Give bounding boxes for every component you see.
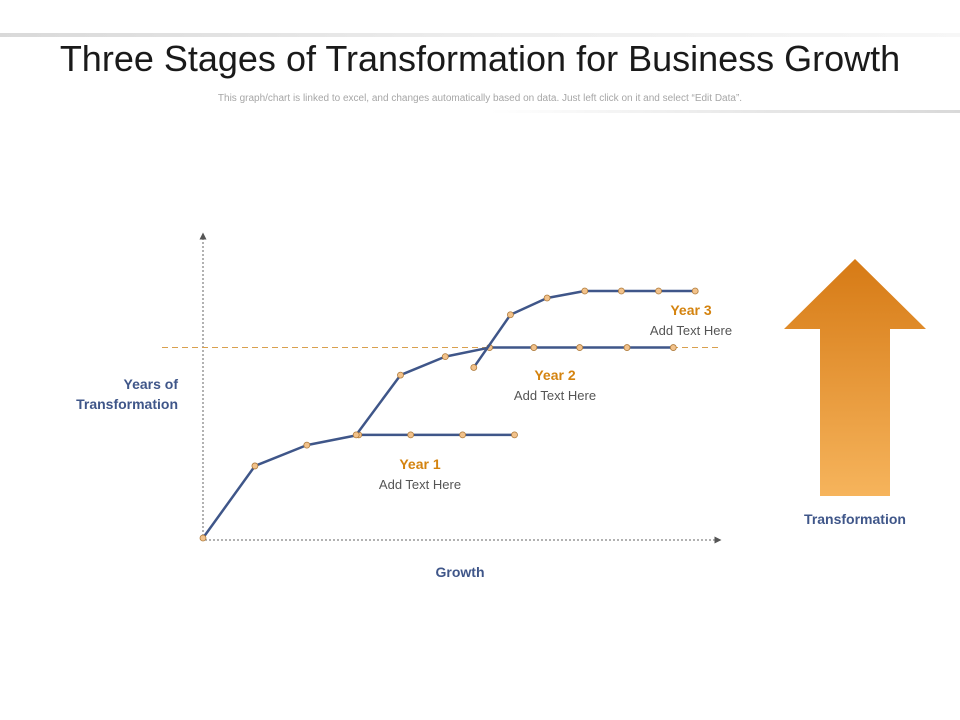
data-point [669,344,677,351]
data-point [407,431,415,439]
series-line-2 [355,346,674,436]
data-point [397,371,404,379]
data-point [441,353,449,361]
data-point [617,287,625,295]
series-label-text: Add Text Here [650,323,732,338]
page-title: Three Stages of Transformation for Busin… [59,38,901,79]
y-axis-label-line-2: Transformation [76,396,178,412]
data-point [507,311,514,319]
subtitle-rule [490,110,960,113]
series-label-text: Add Text Here [379,477,461,492]
data-point [581,287,589,295]
data-point [470,364,478,371]
data-point [530,344,538,351]
data-point [655,287,662,295]
y-axis-label-line-1: Years of [124,376,179,392]
x-axis-label: Growth [436,564,485,580]
series-label-title: Year 3 [670,302,711,318]
series-label-text: Add Text Here [514,388,596,403]
series-label-title: Year 1 [399,456,440,472]
series-line-1 [201,433,515,539]
transformation-label: Transformation [804,511,906,527]
page-subtitle: This graph/chart is linked to excel, and… [217,93,743,104]
data-point [623,344,631,351]
series-label-title: Year 2 [534,367,575,383]
data-point [691,287,699,295]
top-rule [0,33,960,37]
data-point [459,431,466,439]
up-arrow-icon [784,259,926,496]
data-point [543,294,551,302]
data-point [511,431,518,439]
data-point [576,344,584,351]
data-point [199,534,207,542]
data-point [251,462,259,470]
data-point [352,431,360,439]
data-point [303,441,311,449]
